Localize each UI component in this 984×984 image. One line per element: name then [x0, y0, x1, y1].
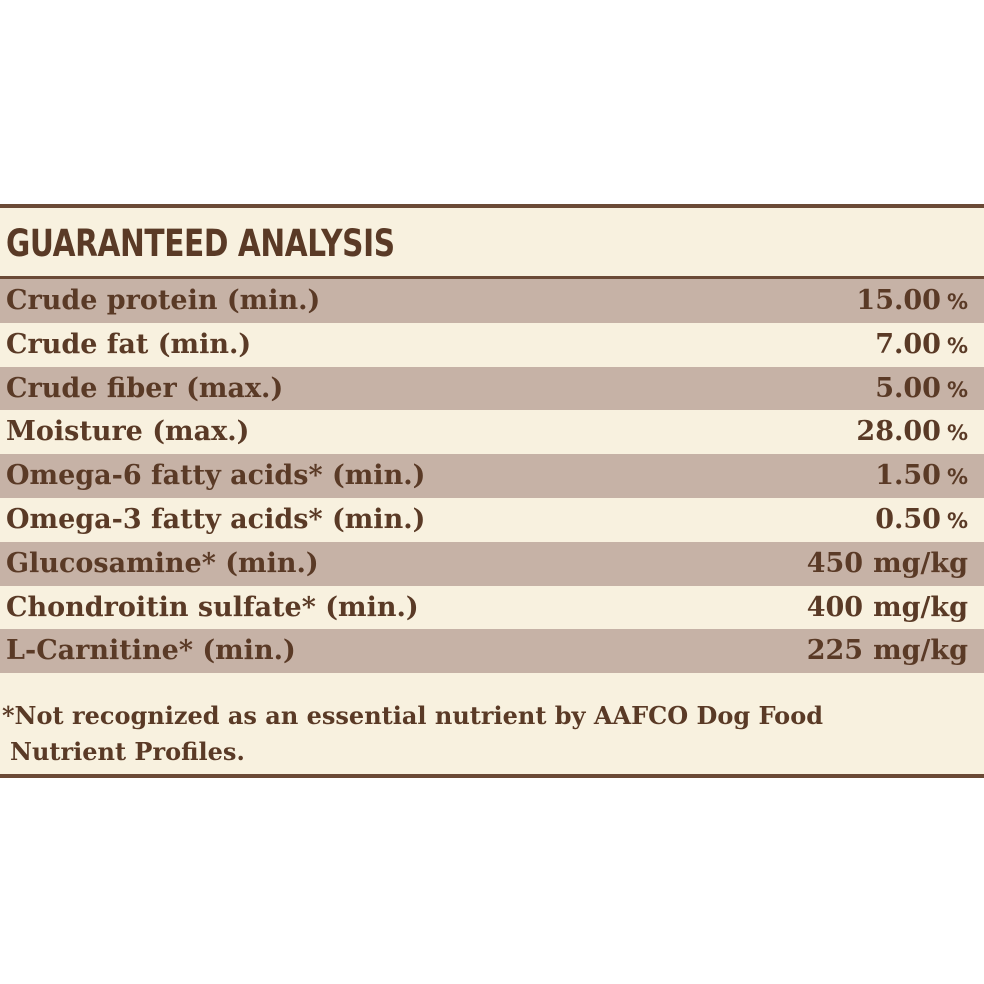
value-number: 15.00	[856, 285, 941, 316]
value-unit: %	[946, 290, 968, 314]
value-number: 1.50	[875, 460, 941, 492]
value-unit: mg/kg	[873, 547, 968, 579]
value-number: 0.50	[875, 503, 941, 535]
table-row: Crude protein (min.) 15.00%	[0, 279, 984, 323]
table-row: L-Carnitine* (min.) 225 mg/kg	[0, 629, 984, 674]
table-row: Glucosamine* (min.) 450 mg/kg	[0, 541, 984, 586]
footnote: *Not recognized as an essential nutrient…	[2, 698, 962, 770]
row-label: Chondroitin sulfate* (min.)	[6, 591, 419, 623]
value-number: 5.00	[875, 372, 941, 404]
analysis-table: Crude protein (min.) 15.00% Crude fat (m…	[0, 279, 984, 674]
row-label: Glucosamine* (min.)	[6, 547, 319, 579]
value-unit: %	[946, 421, 968, 446]
value-unit: %	[946, 377, 968, 402]
footnote-line-2: Nutrient Profiles.	[10, 737, 245, 766]
row-value: 400 mg/kg	[807, 586, 968, 630]
value-number: 28.00	[856, 416, 941, 448]
row-label: Crude fiber (max.)	[6, 372, 284, 404]
row-value: 7.00%	[875, 323, 968, 368]
row-label: Crude fat (min.)	[6, 328, 252, 360]
table-row: Crude fat (min.) 7.00%	[0, 322, 984, 368]
panel-title: GUARANTEED ANALYSIS	[6, 222, 395, 265]
row-value: 450 mg/kg	[807, 542, 968, 586]
row-value: 5.00%	[875, 367, 968, 412]
value-unit: %	[946, 465, 968, 490]
row-label: L-Carnitine* (min.)	[6, 635, 296, 667]
footnote-line-1: *Not recognized as an essential nutrient…	[2, 701, 823, 730]
table-row: Omega-3 fatty acids* (min.) 0.50%	[0, 497, 984, 543]
table-row: Chondroitin sulfate* (min.) 400 mg/kg	[0, 585, 984, 630]
value-unit: mg/kg	[873, 635, 968, 667]
table-row: Crude fiber (max.) 5.00%	[0, 366, 984, 412]
value-unit: mg/kg	[873, 591, 968, 623]
value-number: 450	[806, 547, 864, 579]
table-row: Omega-6 fatty acids* (min.) 1.50%	[0, 454, 984, 498]
row-value: 15.00%	[856, 279, 968, 324]
value-number: 7.00	[875, 328, 941, 360]
row-value: 225 mg/kg	[807, 629, 968, 673]
table-row: Moisture (max.) 28.00%	[0, 410, 984, 455]
value-unit: %	[946, 508, 968, 533]
row-label: Omega-3 fatty acids* (min.)	[6, 503, 426, 535]
title-divider	[0, 276, 984, 279]
row-label: Moisture (max.)	[6, 416, 250, 448]
row-value: 0.50%	[875, 498, 968, 543]
value-number: 400	[806, 591, 864, 623]
row-label: Omega-6 fatty acids* (min.)	[6, 460, 426, 492]
row-label: Crude protein (min.)	[6, 285, 321, 316]
guaranteed-analysis-panel: GUARANTEED ANALYSIS Crude protein (min.)…	[0, 204, 984, 778]
row-value: 1.50%	[875, 454, 968, 499]
row-value: 28.00%	[856, 410, 968, 455]
value-number: 225	[806, 635, 864, 667]
value-unit: %	[946, 333, 968, 358]
